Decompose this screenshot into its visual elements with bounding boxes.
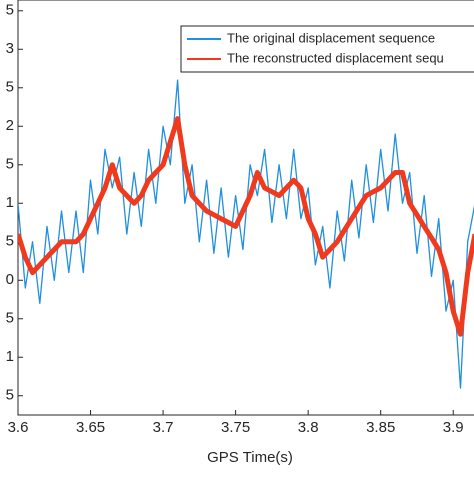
y-tick-label: 0	[6, 271, 14, 288]
y-tick-label: 3	[6, 40, 14, 57]
y-tick-label: 5	[6, 310, 14, 327]
x-tick-label: 3.6	[8, 419, 29, 436]
y-tick-label: 5	[6, 156, 14, 173]
x-tick-label: 3.75	[221, 419, 250, 436]
x-tick-label: 3.8	[298, 419, 319, 436]
legend-label: The original displacement sequence	[227, 30, 435, 45]
y-tick-label: 5	[6, 233, 14, 250]
series-line	[18, 116, 474, 337]
y-tick-label: 5	[6, 79, 14, 96]
y-tick-label: 2	[6, 117, 14, 134]
legend-box	[180, 25, 474, 73]
x-tick-label: 3.85	[366, 419, 395, 436]
y-tick-label: 1	[6, 194, 14, 211]
y-tick-label: 1	[6, 348, 14, 365]
legend-label: The reconstructed displacement sequ	[227, 50, 444, 65]
x-tick-label: 3.7	[153, 419, 174, 436]
y-tick-label: 5	[6, 2, 14, 19]
x-tick-label: 3.9	[443, 419, 464, 436]
x-tick-label: 3.65	[76, 419, 105, 436]
y-tick-label: 5	[6, 387, 14, 404]
x-axis-label: GPS Time(s)	[207, 449, 293, 466]
